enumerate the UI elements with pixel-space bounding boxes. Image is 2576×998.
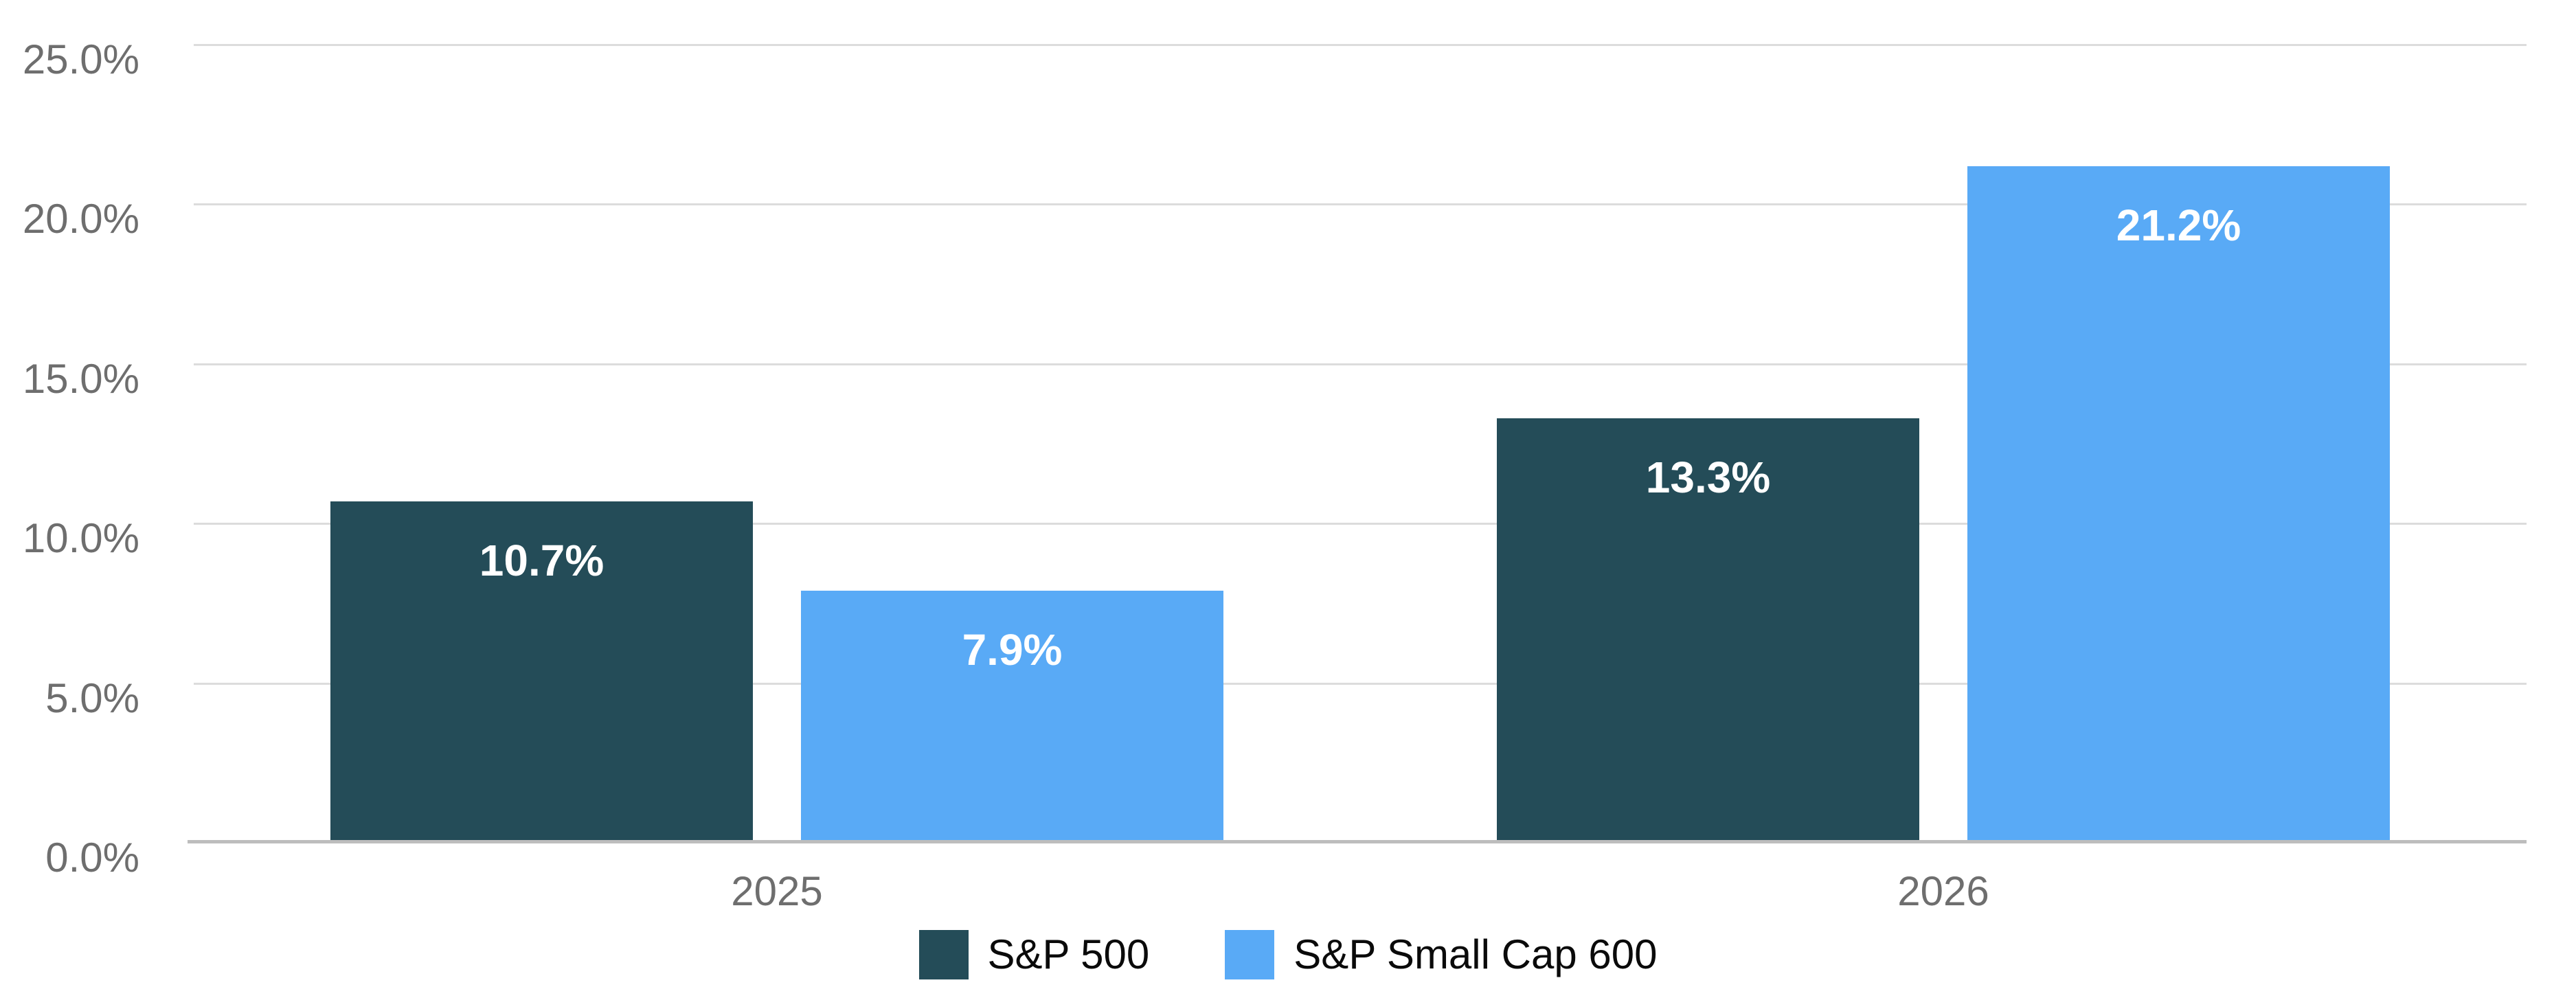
bar-s-p-500-2025: 10.7% — [330, 501, 753, 843]
legend-item-s-p-500: S&P 500 — [918, 930, 1150, 979]
chart-legend: S&P 500 S&P Small Cap 600 — [0, 930, 2576, 979]
x-axis-line — [188, 840, 2527, 843]
y-tick-label-25: 25.0% — [22, 36, 139, 82]
gridline-15 — [194, 363, 2527, 365]
legend-swatch-s-p-500 — [918, 930, 969, 979]
bar-s-p-small-cap-600-2026: 21.2% — [1967, 166, 2390, 843]
gridline-25 — [194, 44, 2527, 46]
legend-swatch-s-p-small-cap-600 — [1225, 930, 1275, 979]
y-tick-label-15: 15.0% — [22, 355, 139, 402]
bar-s-p-500-2026: 13.3% — [1497, 418, 1919, 843]
gridline-20 — [194, 203, 2527, 206]
gridline-10 — [194, 523, 2527, 525]
legend-item-s-p-small-cap-600: S&P Small Cap 600 — [1225, 930, 1657, 979]
x-tick-label-2025: 2025 — [731, 868, 823, 914]
bar-s-p-small-cap-600-2025: 7.9% — [801, 590, 1223, 843]
gridline-5 — [194, 682, 2527, 685]
legend-label-s-p-small-cap-600: S&P Small Cap 600 — [1293, 931, 1658, 977]
y-tick-label-10: 10.0% — [22, 515, 139, 562]
y-tick-label-0: 0.0% — [45, 835, 139, 881]
x-tick-label-2026: 2026 — [1897, 868, 1989, 914]
y-tick-label-5: 5.0% — [45, 674, 139, 721]
bar-value-label: 7.9% — [962, 624, 1063, 674]
y-tick-label-20: 20.0% — [22, 196, 139, 242]
legend-label-s-p-500: S&P 500 — [987, 931, 1150, 977]
bar-value-label: 10.7% — [479, 535, 605, 585]
bar-value-label: 13.3% — [1645, 452, 1771, 502]
bar-value-label: 21.2% — [2116, 200, 2241, 250]
